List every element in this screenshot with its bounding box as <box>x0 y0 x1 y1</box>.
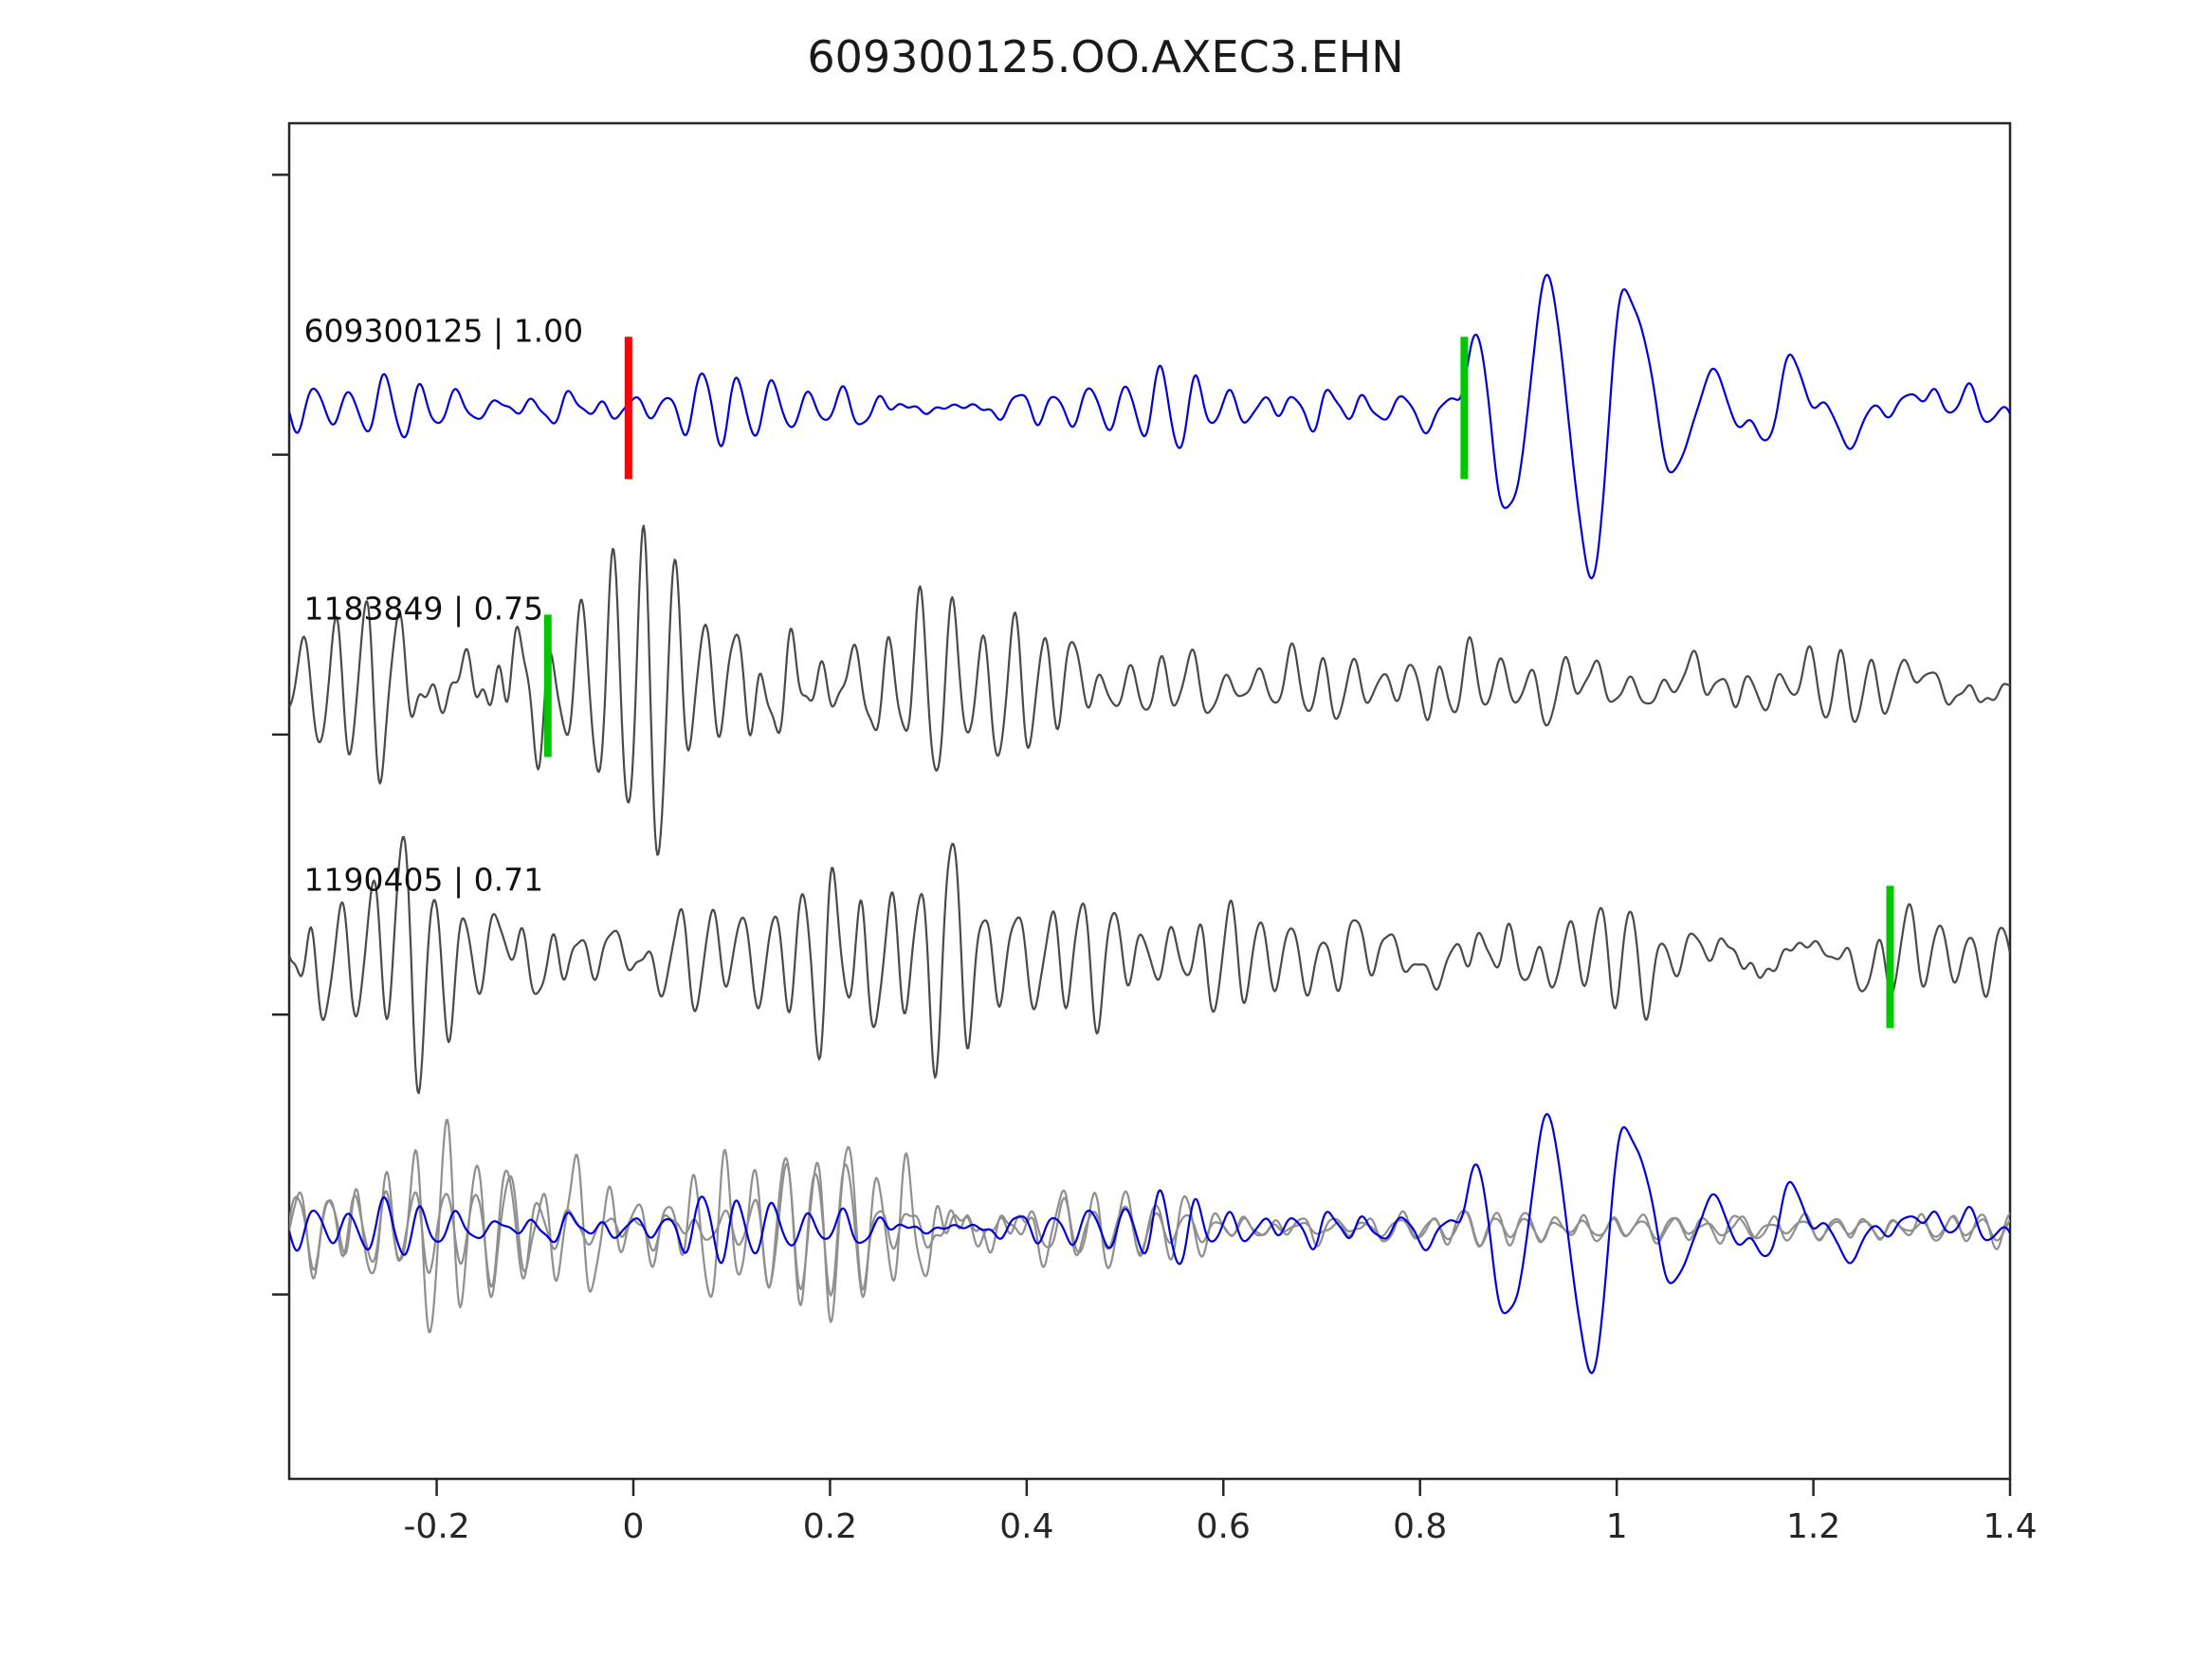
x-tick-label: 0.4 <box>999 1507 1053 1546</box>
template-1190405-row-label: 1190405 | 0.71 <box>304 861 544 898</box>
reference-waveform <box>289 273 2010 580</box>
plot-border <box>287 121 2012 1481</box>
x-tick-label: 0.6 <box>1197 1507 1251 1546</box>
x-tick-label: 0.2 <box>803 1507 857 1546</box>
x-tick-label: 0 <box>623 1507 645 1546</box>
x-tick-label: -0.2 <box>403 1507 469 1546</box>
traces-group <box>289 273 2010 1375</box>
template-1183849-row-label: 1183849 | 0.75 <box>304 590 544 627</box>
x-tick-label: 0.8 <box>1393 1507 1447 1546</box>
x-tick-label: 1.4 <box>1983 1507 2037 1546</box>
overlay-gray-1183849 <box>289 1119 2010 1334</box>
overlay-reference-waveform <box>289 1113 2010 1375</box>
template-1183849-waveform <box>289 524 2010 856</box>
reference-row-label: 609300125 | 1.00 <box>304 312 584 349</box>
chart-title: 609300125.OO.AXEC3.EHN <box>807 31 1403 82</box>
overlay-gray-1190405 <box>289 1152 2010 1306</box>
template-1190405-waveform <box>289 835 2010 1095</box>
x-tick-label: 1 <box>1606 1507 1628 1546</box>
x-tick-label: 1.2 <box>1786 1507 1840 1546</box>
plot-content: -0.2 0 0.2 0.4 0.6 0.8 1 1.2 1.4 609300125 | 1.00… <box>272 173 2038 1546</box>
